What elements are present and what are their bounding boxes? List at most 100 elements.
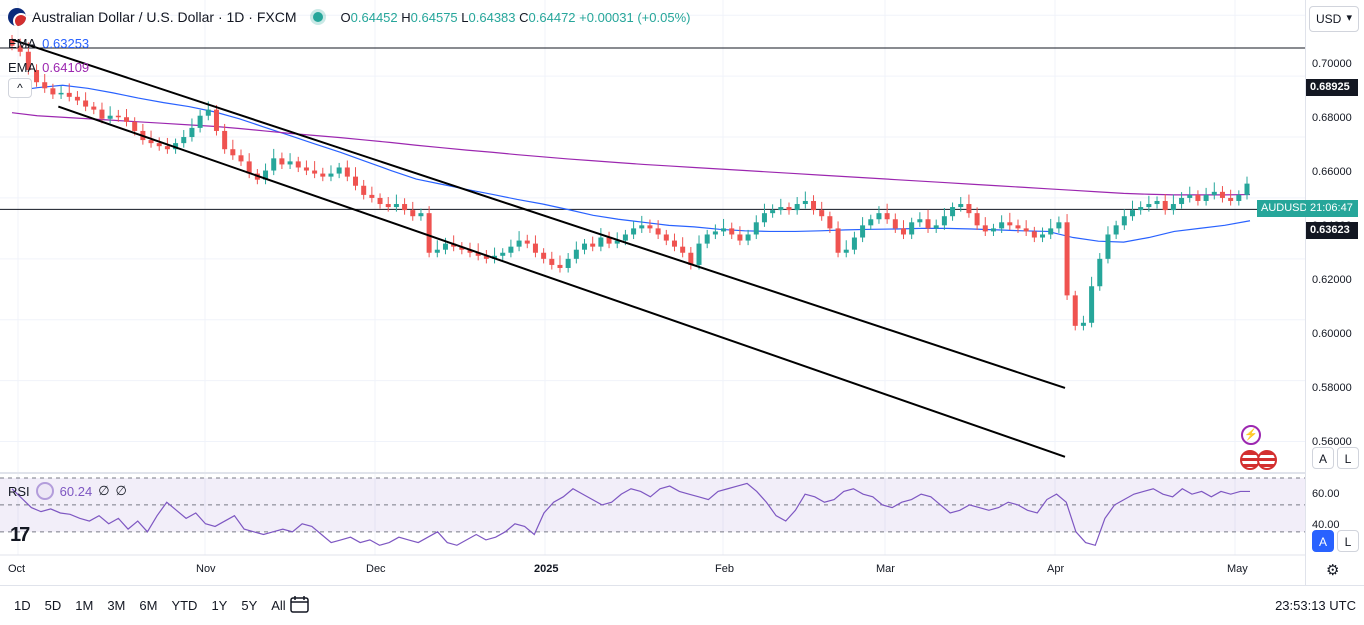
candle-body: [909, 222, 915, 235]
candle-body: [590, 243, 596, 247]
candle-body: [1048, 228, 1054, 235]
symbol-title[interactable]: Australian Dollar / U.S. Dollar · 1D · F…: [32, 9, 297, 25]
candle-body: [1105, 234, 1111, 259]
candle-body: [565, 258, 571, 268]
us-event-flag-icon[interactable]: [1257, 450, 1277, 470]
candle-body: [320, 173, 326, 177]
candle-body: [524, 240, 530, 244]
lightning-event-icon[interactable]: ⚡: [1241, 425, 1261, 445]
price-scale-label: 0.58000: [1312, 382, 1352, 394]
candle-body: [1244, 183, 1250, 195]
candle-body: [1211, 191, 1217, 195]
candle-body: [835, 228, 841, 253]
price-scale-label: 0.62000: [1312, 274, 1352, 286]
range-button-1y[interactable]: 1Y: [211, 598, 228, 613]
candle-body: [729, 228, 735, 235]
candle-body: [1228, 197, 1234, 201]
candle-body: [1170, 204, 1176, 211]
rsi-scale-label: 60.00: [1312, 488, 1340, 500]
log-scale-button[interactable]: L: [1337, 447, 1359, 469]
gear-icon[interactable]: ⚙: [1326, 562, 1340, 579]
rsi-legend[interactable]: RSI 60.24 ∅ ∅: [8, 482, 127, 500]
candle-body: [770, 210, 776, 214]
candle-body: [500, 252, 506, 256]
range-button-6m[interactable]: 6M: [139, 598, 158, 613]
candle-body: [336, 167, 342, 174]
range-button-1m[interactable]: 1M: [75, 598, 94, 613]
candle-body: [794, 204, 800, 211]
candle-body: [671, 240, 677, 247]
candle-body: [238, 155, 244, 162]
auto-scale-button[interactable]: A: [1312, 447, 1334, 469]
candle-body: [598, 237, 604, 247]
candle-body: [622, 234, 628, 241]
candle-body: [25, 51, 31, 71]
candle-body: [418, 213, 424, 217]
candle-body: [213, 109, 219, 131]
candle-body: [1015, 225, 1021, 229]
range-button-ytd[interactable]: YTD: [171, 598, 198, 613]
time-axis-label: 2025: [534, 563, 559, 575]
trend-channel-line: [11, 38, 1066, 389]
candle-body: [876, 213, 882, 220]
upper-line-price-tag: 0.68925: [1306, 79, 1358, 96]
tradingview-logo[interactable]: 17: [10, 524, 30, 546]
symbol-legend: Australian Dollar / U.S. Dollar · 1D · F…: [8, 8, 690, 26]
ema-slow-legend[interactable]: EMA 0.64109: [8, 60, 90, 75]
time-axis-label: May: [1227, 563, 1248, 575]
candle-body: [467, 249, 473, 253]
candle-body: [688, 252, 694, 265]
candle-body: [189, 127, 195, 138]
candle-body: [303, 167, 309, 171]
calendar-icon[interactable]: [290, 595, 310, 613]
candle-body: [58, 92, 64, 95]
candle-body: [132, 121, 138, 131]
range-button-5y[interactable]: 5Y: [241, 598, 258, 613]
candle-body: [696, 243, 702, 265]
rsi-settings-icon[interactable]: [35, 482, 54, 500]
bottom-toolbar: 1D 5D 1M 3M 6M YTD 1Y 5Y All 23:53:13 UTC: [0, 585, 1364, 625]
range-button-all[interactable]: All: [271, 598, 286, 613]
range-button-5d[interactable]: 5D: [44, 598, 62, 613]
range-button-1d[interactable]: 1D: [14, 598, 31, 613]
time-axis-label: Mar: [876, 563, 895, 575]
range-button-3m[interactable]: 3M: [107, 598, 126, 613]
collapse-legend-button[interactable]: ^: [8, 78, 32, 98]
utc-clock[interactable]: 23:53:13 UTC: [1275, 598, 1356, 613]
candle-body: [1203, 194, 1209, 201]
lower-line-price-tag: 0.63623: [1306, 222, 1358, 239]
candle-body: [1219, 191, 1225, 198]
candle-body: [205, 109, 211, 116]
candle-body: [279, 158, 285, 165]
candle-body: [966, 204, 972, 214]
candle-body: [483, 255, 489, 259]
candle-body: [982, 225, 988, 232]
candle-body: [557, 264, 563, 268]
candle-body: [753, 222, 759, 235]
rsi-line: [11, 482, 1250, 547]
candle-body: [1129, 210, 1135, 217]
candle-body: [1056, 222, 1062, 229]
aud-usd-flag-icon: [8, 8, 26, 26]
candle-body: [925, 219, 931, 229]
ema-fast-legend[interactable]: EMA 0.63253: [8, 36, 90, 51]
candle-body: [582, 243, 588, 250]
candle-body: [541, 252, 547, 259]
candle-body: [1064, 222, 1070, 296]
candle-body: [173, 143, 179, 150]
rsi-auto-scale-button[interactable]: A: [1312, 530, 1334, 552]
candle-body: [1236, 194, 1242, 201]
candle-body: [74, 96, 80, 101]
candle-body: [892, 219, 898, 229]
currency-select[interactable]: USD: [1309, 6, 1359, 32]
candle-body: [91, 106, 97, 110]
candle-body: [287, 161, 293, 165]
rsi-log-scale-button[interactable]: L: [1337, 530, 1359, 552]
candle-body: [83, 100, 89, 107]
candle-body: [941, 216, 947, 226]
candle-body: [549, 258, 555, 265]
candle-body: [860, 225, 866, 238]
price-scale[interactable]: [1305, 0, 1364, 585]
candle-body: [1179, 197, 1185, 205]
